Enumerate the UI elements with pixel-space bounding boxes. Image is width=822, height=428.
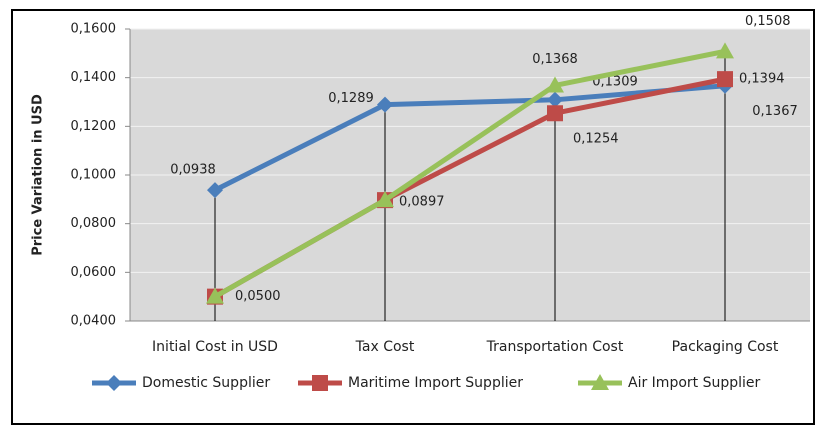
series-line (213, 83, 726, 193)
y-tick-label: 0,0600 (71, 265, 117, 280)
legend-marker (106, 375, 122, 391)
y-tick-label: 0,1400 (71, 70, 117, 85)
y-tick-label: 0,1600 (71, 22, 117, 37)
x-tick-label: Transportation Cost (486, 339, 624, 355)
legend-label: Air Import Supplier (628, 375, 761, 391)
marker (377, 96, 393, 113)
legend-label: Domestic Supplier (142, 375, 270, 391)
legend-item: Air Import Supplier (578, 374, 761, 391)
data-label: 0,1254 (573, 132, 619, 147)
data-label: 0,1508 (745, 14, 791, 29)
marker (546, 76, 564, 93)
y-tick-label: 0,1200 (71, 119, 117, 134)
data-label: 0,0938 (170, 163, 216, 178)
legend-item: Maritime Import Supplier (298, 375, 523, 391)
x-tick-label: Initial Cost in USD (152, 339, 278, 355)
data-label: 0,1368 (532, 52, 578, 67)
y-tick-label: 0,1000 (71, 168, 117, 183)
y-tick-label: 0,0800 (71, 216, 117, 231)
marker (716, 42, 734, 59)
legend-marker (591, 374, 609, 390)
data-label: 0,0500 (235, 289, 281, 304)
x-tick-label: Tax Cost (355, 339, 415, 355)
marker (547, 91, 563, 108)
data-label: 0,1289 (328, 91, 374, 106)
legend-marker (312, 375, 328, 391)
marker (207, 182, 223, 199)
data-label: 0,1394 (739, 72, 785, 87)
marker (376, 191, 394, 208)
data-label: 0,0897 (399, 195, 445, 210)
marker (717, 71, 733, 88)
legend-item: Domestic Supplier (92, 375, 270, 391)
y-tick-label: 0,0400 (71, 314, 117, 329)
x-tick-label: Packaging Cost (672, 339, 779, 355)
marker (206, 287, 224, 304)
y-axis-title: Price Variation in USD (31, 94, 46, 256)
marker (547, 105, 563, 122)
legend-label: Maritime Import Supplier (348, 375, 523, 391)
series-line (213, 48, 726, 299)
data-label: 0,1367 (752, 104, 798, 119)
